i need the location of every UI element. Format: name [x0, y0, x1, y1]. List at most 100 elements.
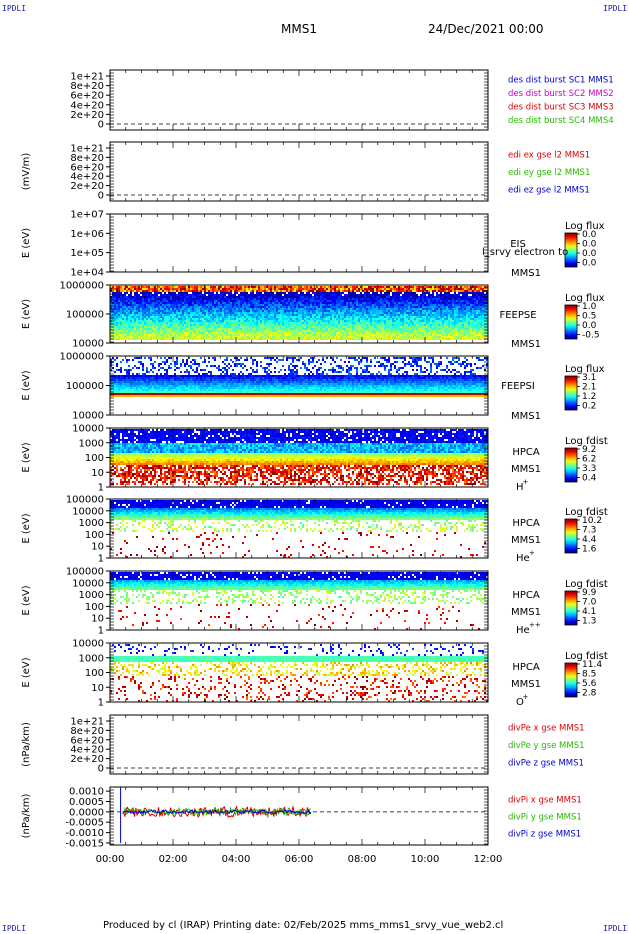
colorbar-tick-label: 0.2	[582, 402, 596, 412]
y-tick-label: 10	[91, 614, 104, 625]
colorbar-tick-label: 3.3	[582, 464, 596, 474]
y-tick-label: -0.0015	[65, 838, 104, 849]
species-charge: +	[523, 693, 529, 701]
y-tick-label: 0.0005	[69, 797, 104, 808]
y-tick-label: 2e+20	[70, 110, 104, 121]
panel-eis	[109, 213, 489, 273]
colorbar-tick-label: 0.0	[582, 321, 597, 331]
legend-entry: edi ez gse l2 MMS1	[508, 185, 590, 195]
colorbar-title: Log flux	[565, 221, 605, 232]
colorbar-tick-label: 0.0	[582, 249, 597, 259]
y-tick-label: 100	[85, 453, 104, 464]
y-tick-label: 1000	[79, 653, 104, 664]
x-tick-label: 00:00	[96, 854, 125, 865]
y-tick-label: 10000	[72, 506, 104, 517]
y-tick-label: 100000	[66, 381, 104, 392]
legend-entry: divPe z gse MMS1	[508, 758, 584, 768]
y-tick-label: 1	[98, 626, 104, 637]
y-tick-label: 1e+05	[70, 248, 104, 259]
y-axis-label: E (eV)	[21, 228, 32, 258]
legend-entry: des dist burst SC2 MMS2	[508, 89, 614, 99]
colorbar-tick-label: 9.9	[582, 588, 597, 598]
y-tick-label: 1	[98, 554, 104, 565]
y-tick-label: 10	[91, 468, 104, 479]
y-tick-label: 8e+20	[70, 153, 104, 164]
x-tick-label: 02:00	[159, 854, 188, 865]
colorbar	[564, 304, 578, 340]
instrument-label: FEEPSI	[501, 381, 535, 392]
spacecraft-label: MMS1	[511, 464, 541, 475]
species-charge: +	[529, 549, 535, 557]
y-tick-label: 100000	[66, 495, 104, 506]
y-tick-label: 100	[85, 602, 104, 613]
y-tick-label: 1000	[79, 518, 104, 529]
species-label: He	[516, 625, 530, 636]
y-tick-label: 100	[85, 530, 104, 541]
legend-entry: des dist burst SC1 MMS1	[508, 75, 614, 85]
colorbar-title: Log fdist	[565, 436, 608, 447]
colorbar-tick-label: 10.2	[582, 516, 602, 526]
x-tick-label: 06:00	[285, 854, 314, 865]
y-tick-label: 100000	[66, 310, 104, 321]
colorbar-tick-label: 1.0	[582, 302, 597, 312]
legend-entry: divPi x gse MMS1	[508, 795, 582, 805]
y-axis-label: E (eV)	[21, 442, 32, 472]
y-tick-label: 1e+21	[70, 72, 104, 83]
legend-entry: edi ey gse l2 MMS1	[508, 168, 590, 178]
y-tick-label: 1000000	[59, 352, 104, 363]
colorbar-tick-label: 1.3	[582, 617, 596, 627]
legend-entry: des dist burst SC4 MMS4	[508, 116, 614, 126]
panel-divpi	[109, 786, 489, 846]
y-axis-label: E (eV)	[21, 299, 32, 329]
instrument-label: HPCA	[512, 662, 540, 673]
colorbar-tick-label: 9.2	[582, 445, 596, 455]
spacecraft-label: MMS1	[511, 679, 541, 690]
y-axis-label: E (eV)	[21, 370, 32, 400]
y-tick-label: 0	[98, 120, 104, 131]
species-label: He	[516, 553, 530, 564]
colorbar-tick-label: 0.0	[582, 230, 597, 240]
y-tick-label: 1e+21	[70, 144, 104, 155]
y-tick-label: 2e+20	[70, 754, 104, 765]
colorbar-tick-label: 1.2	[582, 392, 596, 402]
x-tick-label: 04:00	[222, 854, 251, 865]
colorbar-tick-label: 0.5	[582, 312, 596, 322]
y-tick-label: 100000	[66, 567, 104, 578]
y-tick-label: -0.0010	[65, 828, 104, 839]
y-tick-label: 10	[91, 542, 104, 553]
y-tick-label: 1	[98, 483, 104, 494]
colorbar-tick-label: 4.1	[582, 607, 596, 617]
y-tick-label: 1e+07	[70, 210, 104, 221]
panel-des	[109, 69, 489, 131]
colorbar-tick-label: 0.4	[582, 474, 597, 484]
y-tick-label: 1	[98, 698, 104, 709]
y-tick-label: 10	[91, 683, 104, 694]
colorbar-tick-label: 11.4	[582, 660, 602, 670]
corner-label-br: IPDLI	[603, 924, 628, 933]
spacecraft-label: MMS1	[511, 535, 541, 546]
spectrogram-he	[110, 500, 488, 558]
spectrogram-feepsi	[110, 357, 488, 397]
colorbar-title: Log fdist	[565, 651, 608, 662]
colorbar-title: Log fdist	[565, 579, 608, 590]
legend-entry: divPe y gse MMS1	[508, 741, 585, 751]
species-charge: +	[523, 478, 529, 486]
y-tick-label: 8e+20	[70, 81, 104, 92]
y-tick-label: 0.0010	[69, 787, 104, 798]
y-tick-label: -0.0005	[65, 818, 104, 829]
panel-divpe	[109, 714, 489, 775]
y-axis-label: E (eV)	[21, 585, 32, 615]
spectrogram-feepse	[110, 286, 488, 340]
date-title: 24/Dec/2021 00:00	[428, 22, 544, 36]
y-axis-label: E (eV)	[21, 657, 32, 687]
colorbar-tick-label: 0.0	[582, 240, 597, 250]
colorbar	[564, 662, 578, 698]
y-tick-label: 100	[85, 668, 104, 679]
spectrogram-o	[110, 644, 488, 702]
colorbar-title: Log flux	[565, 293, 605, 304]
corner-label-tl: IPDLI	[2, 4, 27, 13]
corner-label-bl: IPDLI	[2, 924, 27, 933]
spacecraft-label: MMS1	[511, 268, 541, 279]
y-tick-label: 10000	[72, 339, 104, 350]
y-tick-label: 8e+20	[70, 726, 104, 737]
